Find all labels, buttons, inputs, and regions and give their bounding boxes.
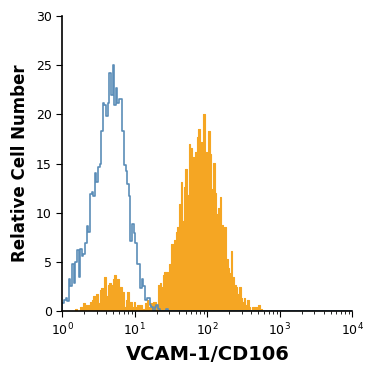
Polygon shape [62,114,352,311]
X-axis label: VCAM-1/CD106: VCAM-1/CD106 [125,345,289,364]
Y-axis label: Relative Cell Number: Relative Cell Number [11,65,29,262]
